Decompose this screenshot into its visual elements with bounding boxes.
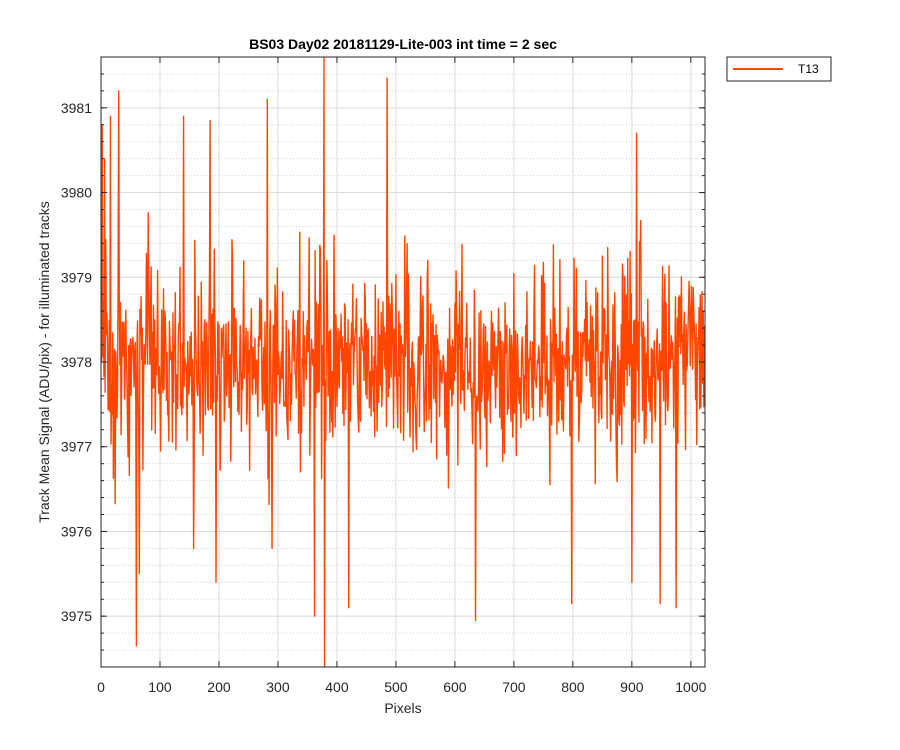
y-tick-label: 3979 [61,269,92,285]
series-line-t13 [101,57,705,667]
x-tick-label: 600 [443,679,467,695]
x-tick-label: 400 [325,679,349,695]
x-tick-label: 300 [266,679,290,695]
x-tick-label: 700 [502,679,526,695]
x-tick-label: 0 [97,679,105,695]
y-tick-label: 3980 [61,185,92,201]
y-tick-label: 3981 [61,100,92,116]
y-tick-label: 3975 [61,608,92,624]
chart-title: BS03 Day02 20181129-Lite-003 int time = … [249,36,557,52]
x-tick-label: 1000 [675,679,706,695]
x-tick-label: 100 [148,679,172,695]
x-tick-labels: 0 100 200 300 400 500 600 700 800 900 1000 [97,679,707,695]
y-tick-label: 3978 [61,354,92,370]
legend-label-t13: T13 [798,62,819,76]
legend: T13 [726,56,832,82]
y-tick-label: 3976 [61,523,92,539]
x-tick-label: 900 [620,679,644,695]
x-tick-label: 500 [384,679,408,695]
series-layer [101,57,705,667]
y-tick-label: 3977 [61,439,92,455]
x-tick-label: 200 [207,679,231,695]
x-axis-label: Pixels [384,700,421,716]
y-tick-labels: 3975 3976 3977 3978 3979 3980 3981 [61,100,92,624]
x-tick-label: 800 [561,679,585,695]
y-axis-label: Track Mean Signal (ADU/pix) - for illumi… [36,201,52,523]
axis-ticks [100,56,705,668]
